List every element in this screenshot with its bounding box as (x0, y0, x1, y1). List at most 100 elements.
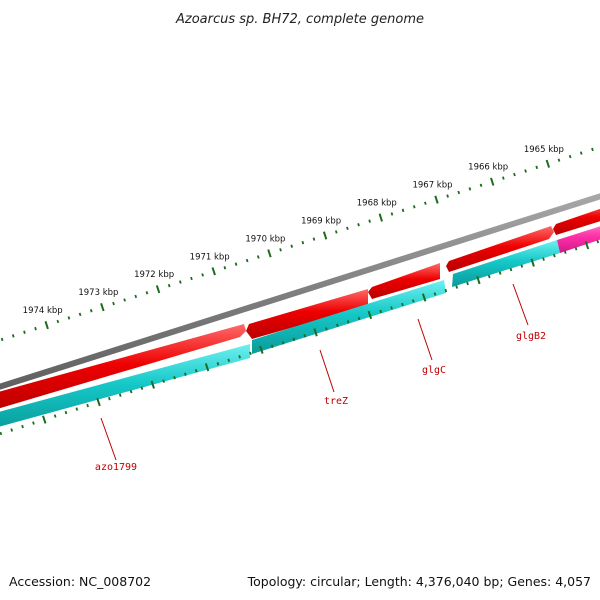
gene-leader-glgB2 (512, 283, 529, 326)
outer-minor-tick (446, 194, 449, 198)
inner-minor-tick (520, 264, 524, 268)
inner-minor-tick (86, 403, 89, 408)
accession-label: Accession: NC_008702 (9, 574, 151, 589)
inner-minor-tick (574, 247, 578, 251)
outer-major-tick (44, 320, 49, 330)
outer-minor-tick (167, 283, 171, 288)
outer-tick-ring (0, 147, 594, 342)
outer-minor-tick (368, 219, 371, 223)
gene-label-glgC[interactable]: glgC (422, 365, 446, 376)
gene-reverse-2[interactable] (252, 280, 446, 354)
gene-forward-5[interactable] (553, 202, 600, 235)
outer-minor-tick (568, 154, 572, 159)
outer-minor-tick (557, 158, 561, 162)
inner-minor-tick (227, 358, 231, 362)
outer-minor-tick (301, 240, 305, 245)
inner-minor-tick (129, 389, 133, 394)
inner-minor-tick (184, 372, 187, 376)
inner-minor-tick (433, 292, 437, 296)
gene-reverse-highlight[interactable] (557, 220, 600, 253)
inner-minor-tick (53, 414, 57, 418)
inner-major-tick (204, 363, 210, 372)
gene-label-azo1799[interactable]: azo1799 (95, 462, 137, 473)
outer-minor-tick (457, 190, 461, 195)
inner-minor-tick (249, 351, 252, 355)
reverse-strand-genes (0, 220, 600, 432)
outer-minor-tick (357, 223, 360, 227)
outer-minor-tick (334, 230, 338, 234)
outer-major-tick (211, 267, 216, 276)
kbp-tick-label: 1972 kbp (134, 270, 174, 280)
outer-major-tick (155, 285, 161, 294)
outer-minor-tick (179, 280, 182, 284)
inner-major-tick (530, 258, 535, 267)
outer-minor-tick (524, 169, 527, 173)
inner-minor-tick (10, 428, 14, 432)
inner-minor-tick (390, 306, 393, 310)
gene-leader-treZ (319, 349, 335, 393)
inner-minor-tick (270, 344, 274, 349)
inner-major-tick (96, 397, 101, 407)
gene-reverse-1[interactable] (0, 344, 250, 432)
inner-minor-tick (75, 407, 79, 411)
inner-major-tick (150, 380, 155, 389)
gene-forward-3[interactable] (368, 263, 440, 299)
inner-major-tick (313, 328, 318, 337)
inner-major-tick (584, 241, 590, 250)
gene-forward-1[interactable] (0, 324, 246, 414)
inner-minor-tick (64, 410, 68, 415)
inner-major-tick (421, 293, 427, 302)
inner-minor-tick (32, 421, 35, 425)
inner-minor-tick (444, 288, 448, 293)
outer-major-tick (545, 159, 551, 168)
outer-minor-tick (23, 330, 26, 334)
outer-minor-tick (279, 248, 282, 252)
outer-minor-tick (479, 183, 483, 187)
outer-major-tick (434, 195, 439, 204)
kbp-tick-label: 1969 kbp (301, 217, 341, 227)
kbp-tick-label: 1970 kbp (245, 234, 285, 244)
genome-summary: Topology: circular; Length: 4,376,040 bp… (247, 574, 591, 589)
inner-minor-tick (379, 309, 383, 314)
outer-minor-tick (112, 301, 115, 306)
inner-tick-ring (0, 239, 600, 436)
kbp-tick-label: 1968 kbp (357, 199, 397, 209)
inner-minor-tick (498, 271, 502, 275)
inner-minor-tick (118, 393, 122, 397)
outer-minor-tick (256, 255, 260, 259)
kbp-tick-label: 1967 kbp (412, 181, 452, 191)
outer-major-tick (322, 231, 328, 240)
backbone-line (0, 193, 600, 390)
outer-major-tick (100, 302, 105, 312)
gene-label-glgB2[interactable]: glgB2 (516, 331, 546, 342)
inner-minor-tick (346, 320, 350, 324)
outer-minor-tick (412, 205, 416, 209)
inner-minor-tick (411, 299, 415, 303)
gene-reverse-3[interactable] (452, 240, 560, 287)
outer-minor-tick (579, 151, 583, 155)
inner-minor-tick (292, 337, 296, 342)
outer-minor-tick (201, 273, 204, 277)
inner-minor-tick (108, 396, 111, 401)
kbp-tick-label: 1974 kbp (23, 306, 63, 316)
gene-forward-2[interactable] (246, 289, 368, 339)
outer-minor-tick (502, 176, 505, 180)
outer-minor-tick (346, 226, 349, 231)
inner-minor-tick (162, 379, 165, 383)
genome-backbone (0, 193, 600, 390)
outer-minor-tick (11, 334, 15, 338)
kbp-tick-label: 1966 kbp (468, 163, 508, 173)
gene-label-treZ[interactable]: treZ (324, 396, 348, 407)
inner-minor-tick (238, 355, 241, 359)
inner-minor-tick (281, 341, 285, 345)
outer-minor-tick (78, 312, 82, 317)
inner-minor-tick (336, 323, 339, 328)
outer-major-tick (267, 249, 272, 258)
outer-minor-tick (190, 276, 193, 281)
inner-minor-tick (563, 250, 567, 254)
inner-major-tick (367, 310, 373, 320)
gene-forward-4[interactable] (446, 226, 554, 272)
inner-minor-tick (303, 334, 307, 338)
inner-minor-tick (542, 257, 545, 261)
